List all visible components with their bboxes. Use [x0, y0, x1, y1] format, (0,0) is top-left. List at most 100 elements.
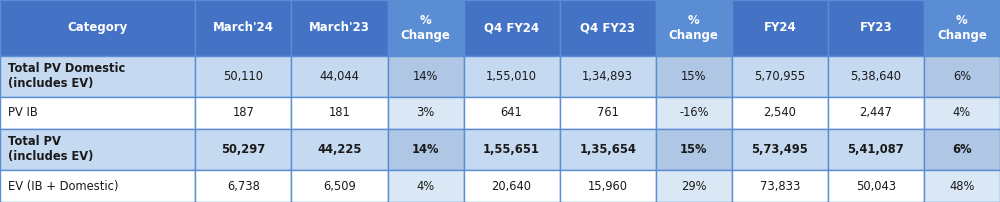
Text: 29%: 29% [681, 180, 707, 193]
Bar [924, 0, 1000, 56]
Bar [388, 129, 464, 170]
Text: FY23: FY23 [860, 21, 892, 34]
Text: 6%: 6% [952, 143, 972, 156]
Text: 5,70,955: 5,70,955 [754, 70, 805, 83]
Bar [924, 170, 1000, 202]
Bar [828, 170, 924, 202]
Text: 6,509: 6,509 [323, 180, 356, 193]
Text: 5,38,640: 5,38,640 [850, 70, 901, 83]
Text: March'24: March'24 [213, 21, 274, 34]
Text: Q4 FY23: Q4 FY23 [580, 21, 635, 34]
Text: Total PV
(includes EV): Total PV (includes EV) [8, 136, 93, 163]
Text: 2,447: 2,447 [859, 106, 892, 119]
Text: 44,044: 44,044 [320, 70, 359, 83]
Bar [656, 129, 732, 170]
Text: 6%: 6% [953, 70, 971, 83]
Text: 50,110: 50,110 [223, 70, 263, 83]
Bar [560, 97, 656, 129]
Bar [656, 97, 732, 129]
Bar [560, 129, 656, 170]
Text: Q4 FY24: Q4 FY24 [484, 21, 539, 34]
Text: 4%: 4% [416, 180, 435, 193]
Bar [464, 56, 560, 97]
Text: Total PV Domestic
(includes EV): Total PV Domestic (includes EV) [8, 62, 125, 90]
Text: FY24: FY24 [763, 21, 796, 34]
Bar [656, 170, 732, 202]
Text: 761: 761 [597, 106, 619, 119]
Bar [195, 129, 291, 170]
Text: PV IB: PV IB [8, 106, 38, 119]
Text: 4%: 4% [953, 106, 971, 119]
Text: 187: 187 [232, 106, 254, 119]
Text: 1,34,893: 1,34,893 [582, 70, 633, 83]
Bar [464, 129, 560, 170]
Bar [388, 170, 464, 202]
Bar [828, 0, 924, 56]
Bar [560, 56, 656, 97]
Bar [195, 170, 291, 202]
Text: Category: Category [68, 21, 128, 34]
Text: %
Change: % Change [937, 14, 987, 42]
Text: 641: 641 [501, 106, 522, 119]
Text: 48%: 48% [949, 180, 975, 193]
Text: 73,833: 73,833 [760, 180, 800, 193]
Bar [560, 170, 656, 202]
Bar [195, 0, 291, 56]
Bar [0, 97, 195, 129]
Bar [732, 170, 828, 202]
Bar [195, 56, 291, 97]
Bar [291, 56, 388, 97]
Bar [924, 129, 1000, 170]
Bar [828, 129, 924, 170]
Bar [656, 56, 732, 97]
Text: March'23: March'23 [309, 21, 370, 34]
Bar [732, 129, 828, 170]
Text: 50,297: 50,297 [221, 143, 266, 156]
Bar [656, 0, 732, 56]
Bar [388, 56, 464, 97]
Text: 1,55,651: 1,55,651 [483, 143, 540, 156]
Text: 181: 181 [329, 106, 350, 119]
Bar [560, 0, 656, 56]
Text: 20,640: 20,640 [492, 180, 532, 193]
Bar [464, 170, 560, 202]
Bar [388, 97, 464, 129]
Text: -16%: -16% [679, 106, 709, 119]
Text: 6,738: 6,738 [227, 180, 260, 193]
Bar [464, 0, 560, 56]
Text: EV (IB + Domestic): EV (IB + Domestic) [8, 180, 119, 193]
Bar [195, 97, 291, 129]
Text: 2,540: 2,540 [763, 106, 796, 119]
Bar [732, 0, 828, 56]
Bar [0, 56, 195, 97]
Text: %
Change: % Change [669, 14, 719, 42]
Text: 44,225: 44,225 [317, 143, 362, 156]
Bar [828, 97, 924, 129]
Text: 3%: 3% [416, 106, 435, 119]
Bar [0, 170, 195, 202]
Text: 15%: 15% [681, 70, 707, 83]
Text: 15,960: 15,960 [588, 180, 628, 193]
Bar [0, 0, 195, 56]
Bar [828, 56, 924, 97]
Text: 1,55,010: 1,55,010 [486, 70, 537, 83]
Text: %
Change: % Change [401, 14, 450, 42]
Text: 14%: 14% [413, 70, 438, 83]
Text: 5,73,495: 5,73,495 [751, 143, 808, 156]
Bar [291, 0, 388, 56]
Text: 50,043: 50,043 [856, 180, 896, 193]
Bar [291, 170, 388, 202]
Bar [0, 129, 195, 170]
Bar [388, 0, 464, 56]
Text: 5,41,087: 5,41,087 [848, 143, 904, 156]
Text: 1,35,654: 1,35,654 [579, 143, 636, 156]
Text: 15%: 15% [680, 143, 708, 156]
Bar [291, 129, 388, 170]
Bar [732, 97, 828, 129]
Bar [291, 97, 388, 129]
Bar [924, 97, 1000, 129]
Bar [924, 56, 1000, 97]
Bar [464, 97, 560, 129]
Text: 14%: 14% [412, 143, 439, 156]
Bar [732, 56, 828, 97]
